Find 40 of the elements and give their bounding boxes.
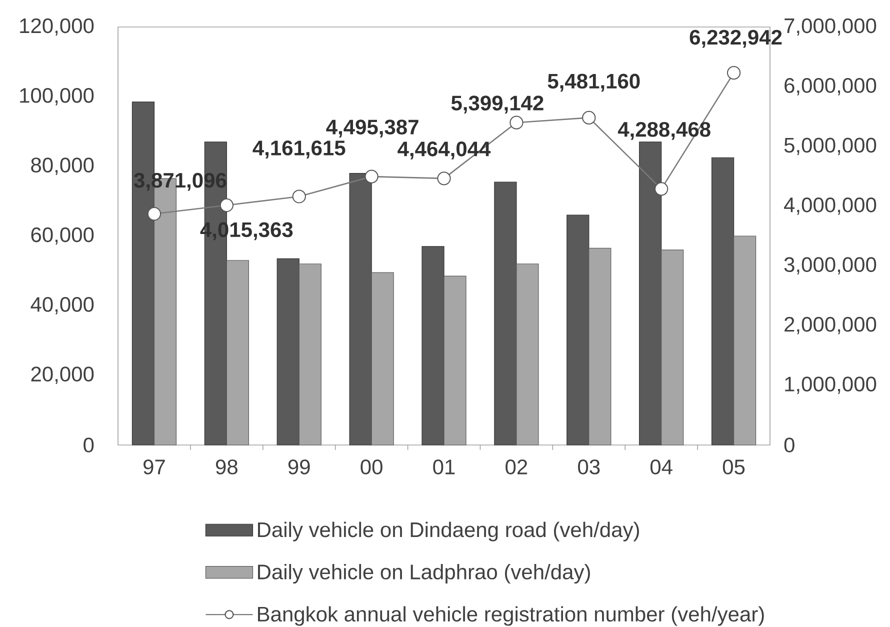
- y-tick-label: 80,000: [31, 158, 94, 175]
- x-tick-label: 01: [433, 460, 455, 474]
- legend-label: Daily vehicle on Dindaeng road (veh/day): [258, 522, 639, 542]
- y2-tick-label: 3,000,000: [784, 257, 876, 275]
- legend-label: Bangkok annual vehicle registration number (veh/year): [258, 606, 764, 626]
- point: [510, 116, 524, 130]
- legend-label: Daily vehicle on Ladphrao (veh/day): [258, 564, 590, 584]
- data-label: 4,495,387: [326, 120, 418, 138]
- x-tick-label: 00: [360, 460, 382, 474]
- point: [292, 190, 306, 204]
- point: [364, 170, 378, 184]
- x-tick-label: 04: [650, 460, 672, 474]
- data-label: 4,161,615: [252, 140, 346, 158]
- y-tick-label: 20,000: [31, 366, 94, 384]
- x-tick-label: 98: [216, 460, 238, 474]
- y2-tick-label: 2,000,000: [784, 316, 876, 334]
- y-tick-label: 40,000: [30, 296, 94, 314]
- point: [220, 198, 234, 212]
- y2-tick-label: 0: [784, 438, 794, 452]
- y-tick-label: 60,000: [31, 227, 94, 245]
- data-label: 6,232,942: [690, 30, 782, 48]
- y2-tick-label: 6,000,000: [784, 78, 876, 96]
- x-tick-label: 02: [506, 460, 528, 474]
- y-tick-label: 100,000: [20, 88, 94, 106]
- point: [654, 182, 668, 196]
- y2-tick-label: 5,000,000: [784, 138, 876, 156]
- point: [582, 110, 596, 124]
- point: [147, 207, 162, 221]
- x-tick-label: 05: [722, 460, 745, 474]
- y-tick-label: 0: [84, 438, 94, 452]
- data-label: 5,481,160: [548, 74, 640, 92]
- x-tick-label: 03: [578, 460, 600, 474]
- y2-tick-label: 1,000,000: [785, 376, 876, 394]
- y2-tick-label: 7,000,000: [784, 18, 876, 36]
- data-label: 5,399,142: [451, 96, 544, 114]
- y-tick-label: 120,000: [20, 18, 94, 36]
- y2-tick-label: 4,000,000: [784, 197, 876, 215]
- point: [437, 172, 451, 186]
- x-tick-label: 97: [144, 460, 165, 474]
- x-tick-label: 99: [288, 460, 310, 474]
